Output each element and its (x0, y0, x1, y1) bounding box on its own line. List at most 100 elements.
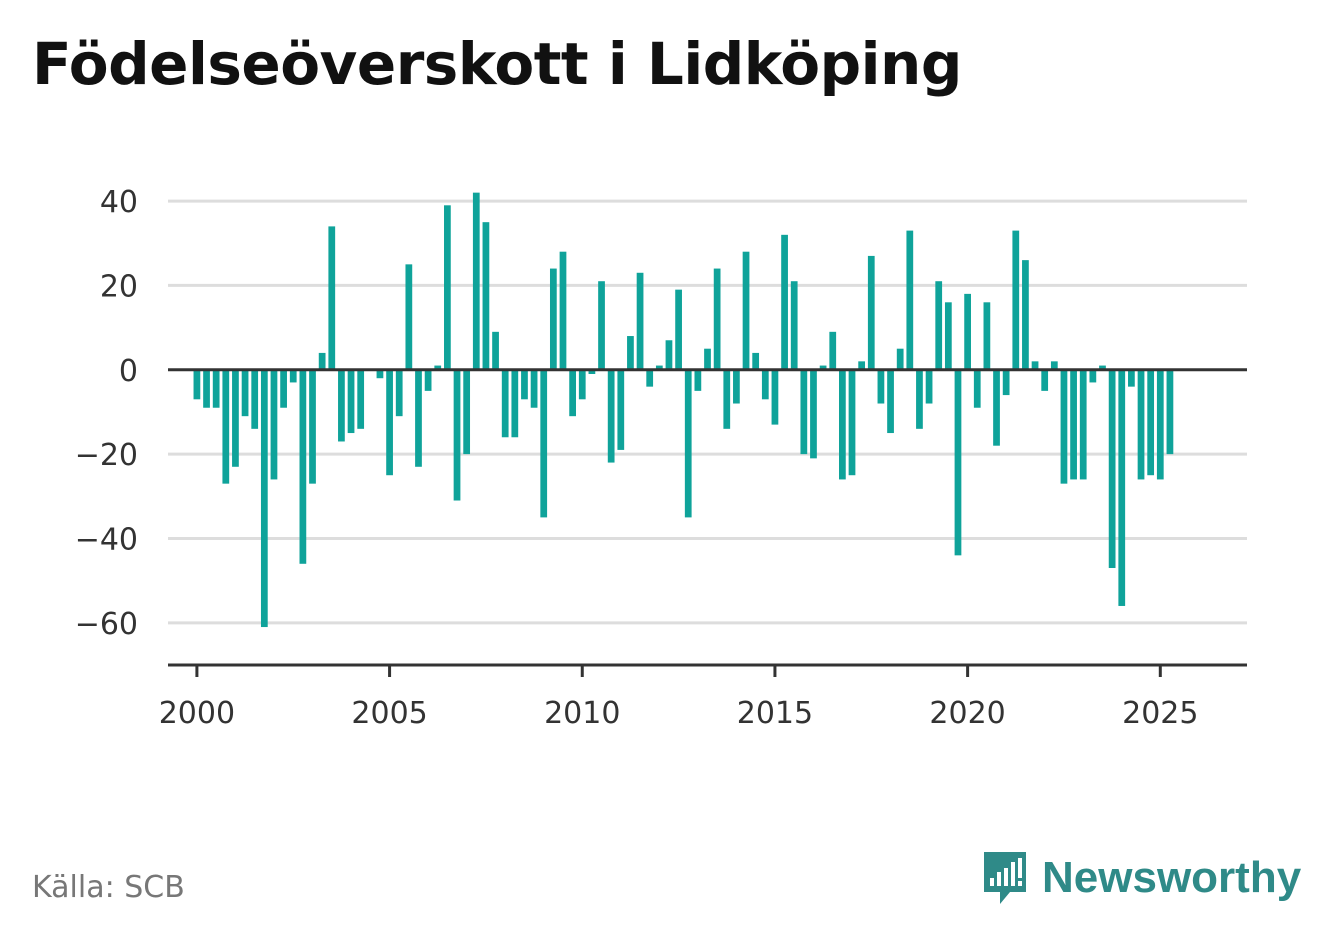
newsworthy-logo: Newsworthy (980, 848, 1301, 908)
bar (1060, 369, 1068, 484)
bar (492, 331, 499, 370)
bar (444, 205, 451, 370)
bar (1079, 369, 1087, 480)
bar (511, 369, 519, 438)
bar (241, 369, 249, 417)
y-tick-label: 0 (119, 354, 138, 389)
bar (819, 365, 827, 370)
bar (1002, 369, 1010, 396)
bar (906, 230, 914, 370)
source-label: Källa: SCB (32, 870, 185, 905)
bar (684, 369, 692, 518)
bar (299, 369, 307, 564)
bar (376, 369, 384, 379)
bar (1166, 369, 1174, 455)
bar (627, 336, 634, 370)
bar (549, 268, 557, 370)
x-tick-label: 2010 (544, 696, 620, 731)
bar (232, 369, 239, 467)
x-tick-label: 2025 (1122, 696, 1198, 731)
bar (1099, 365, 1106, 370)
bar (405, 264, 413, 370)
bar (280, 369, 287, 408)
bar (771, 369, 779, 425)
x-tick-label: 2015 (737, 696, 813, 731)
y-tick-label: 20 (100, 269, 138, 304)
bar (1156, 369, 1164, 480)
bar (569, 369, 576, 417)
bar (1089, 369, 1097, 383)
bar (357, 369, 365, 429)
bar (617, 369, 625, 450)
bar (810, 369, 817, 459)
bar (858, 361, 866, 370)
y-tick-label: −60 (75, 607, 138, 642)
bar (251, 369, 259, 429)
bar (1041, 369, 1049, 391)
bar (1147, 369, 1155, 476)
bar (347, 369, 355, 434)
bar (752, 352, 760, 370)
bar (328, 226, 336, 370)
bar (1108, 369, 1116, 568)
bar (733, 369, 740, 404)
bar (472, 192, 480, 370)
bar (867, 255, 875, 370)
bar (636, 272, 644, 370)
y-tick-label: 40 (100, 185, 138, 220)
bar (761, 369, 769, 400)
bar (916, 369, 923, 429)
bar (694, 369, 702, 391)
bar (607, 369, 615, 463)
bar (318, 352, 326, 370)
bar (521, 369, 528, 400)
x-axis-ticks: 2000 2005 2010 2015 2020 2025 (159, 665, 1198, 731)
bar (993, 369, 1000, 446)
bar (935, 281, 943, 370)
bar (790, 281, 798, 370)
bar (415, 369, 422, 467)
y-tick-label: −40 (75, 522, 138, 557)
bar (983, 302, 991, 370)
bar (1012, 230, 1020, 370)
bar (742, 251, 750, 370)
bar (424, 369, 432, 391)
bar (289, 369, 297, 383)
y-tick-label: −20 (75, 438, 138, 473)
bar (1022, 260, 1029, 370)
bar (925, 369, 933, 404)
bar (675, 289, 682, 370)
bar (1128, 369, 1135, 387)
bar (704, 348, 711, 370)
bar (395, 369, 403, 417)
x-tick-label: 2020 (929, 696, 1005, 731)
bar (434, 365, 442, 370)
bar (578, 369, 586, 400)
bar (839, 369, 846, 480)
bar (655, 365, 663, 370)
bar (386, 369, 393, 476)
bar (588, 369, 596, 374)
brand-name: Newsworthy (1042, 853, 1302, 902)
bar (829, 331, 837, 370)
bar (260, 369, 268, 628)
bar (212, 369, 220, 408)
bar (646, 369, 654, 387)
x-tick-label: 2005 (351, 696, 427, 731)
bar (665, 340, 673, 370)
bar (453, 369, 461, 501)
y-axis-ticks: −60 −40 −20 0 20 40 (75, 185, 138, 642)
x-tick-label: 2000 (159, 696, 235, 731)
bar (1118, 369, 1126, 606)
bar (1050, 361, 1058, 370)
bar (723, 369, 731, 429)
bar (309, 369, 316, 484)
bar (598, 281, 605, 370)
bar (800, 369, 808, 455)
bar (713, 268, 721, 370)
bar (877, 369, 885, 404)
bar (887, 369, 894, 434)
bar (530, 369, 538, 408)
bar (973, 369, 981, 408)
